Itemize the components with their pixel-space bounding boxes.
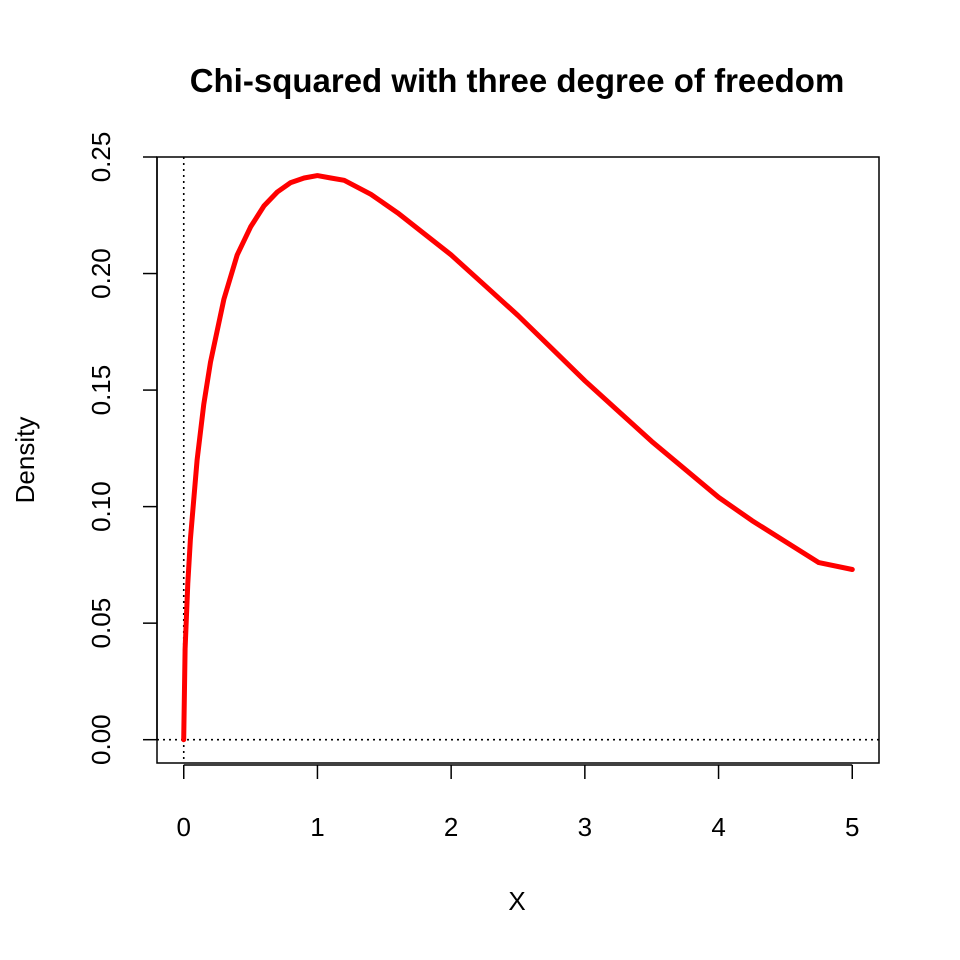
plot-frame <box>156 156 880 764</box>
y-tick-label: 0.05 <box>86 598 116 649</box>
x-tick-label: 5 <box>845 812 859 842</box>
y-tick-label: 0.15 <box>86 365 116 416</box>
chart-title: Chi-squared with three degree of freedom <box>190 62 845 99</box>
x-axis-label: X <box>508 886 525 916</box>
x-tick-label: 4 <box>711 812 725 842</box>
y-axis-label: Density <box>10 417 40 504</box>
y-tick-label: 0.00 <box>86 714 116 765</box>
x-tick-label: 0 <box>177 812 191 842</box>
y-tick-label: 0.25 <box>86 132 116 183</box>
x-tick-label: 3 <box>578 812 592 842</box>
density-curve <box>181 173 855 743</box>
x-tick-label: 1 <box>310 812 324 842</box>
x-tick-label: 2 <box>444 812 458 842</box>
y-tick-label: 0.20 <box>86 248 116 299</box>
chart-marks: 0 1 2 3 4 5 0.00 0.05 0.10 0.15 0.20 0.25 <box>86 132 879 842</box>
y-tick-label: 0.10 <box>86 481 116 532</box>
